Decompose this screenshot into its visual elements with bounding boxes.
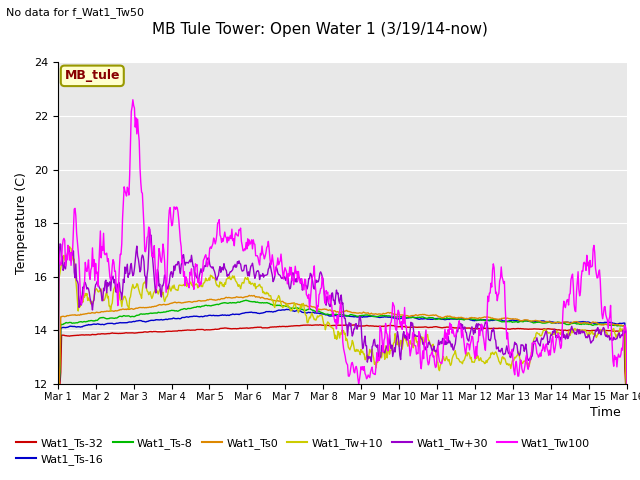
Text: MB_tule: MB_tule [65, 69, 120, 83]
Text: Time: Time [590, 406, 621, 419]
Text: No data for f_Wat1_Tw50: No data for f_Wat1_Tw50 [6, 7, 145, 18]
Y-axis label: Temperature (C): Temperature (C) [15, 172, 28, 274]
Text: MB Tule Tower: Open Water 1 (3/19/14-now): MB Tule Tower: Open Water 1 (3/19/14-now… [152, 22, 488, 36]
Legend: Wat1_Ts-32, Wat1_Ts-16, Wat1_Ts-8, Wat1_Ts0, Wat1_Tw+10, Wat1_Tw+30, Wat1_Tw100: Wat1_Ts-32, Wat1_Ts-16, Wat1_Ts-8, Wat1_… [12, 433, 595, 469]
